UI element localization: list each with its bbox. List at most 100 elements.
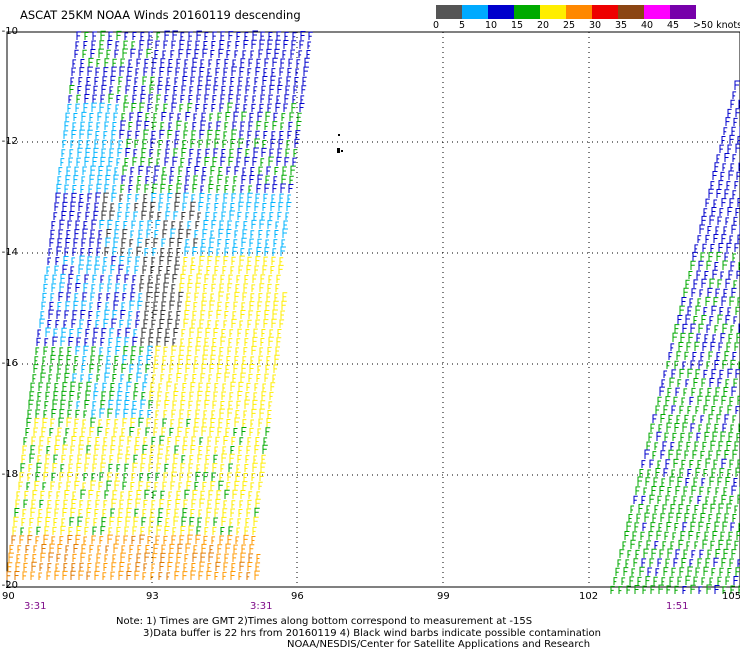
wind-barb [158, 140, 163, 148]
wind-barb [267, 103, 272, 112]
wind-barb [143, 194, 148, 202]
wind-barb [270, 266, 275, 274]
wind-barb [103, 131, 108, 139]
wind-barb [721, 198, 727, 207]
wind-barb [174, 264, 180, 274]
wind-barb [213, 85, 219, 94]
wind-barb [88, 57, 94, 67]
wind-barb [208, 122, 213, 130]
wind-barb [37, 517, 43, 526]
wind-barb [110, 139, 116, 148]
wind-barb [143, 256, 148, 265]
wind-barb [733, 216, 738, 225]
wind-barb [276, 31, 282, 40]
wind-barb [128, 490, 133, 499]
wind-barb [68, 95, 73, 103]
wind-barb [118, 76, 123, 85]
wind-barb [710, 540, 715, 549]
wind-barb [71, 67, 76, 76]
wind-barb [156, 158, 161, 166]
wind-barb [186, 355, 192, 364]
wind-barb [208, 59, 213, 67]
wind-barb [178, 354, 184, 364]
wind-barb [165, 85, 171, 94]
wind-barb [108, 399, 114, 409]
wind-barb [21, 454, 26, 463]
wind-barb [225, 543, 231, 553]
wind-barb [229, 392, 234, 400]
wind-barb [232, 121, 237, 130]
wind-barb [157, 516, 163, 526]
wind-barb [287, 67, 292, 76]
wind-barb [671, 405, 677, 414]
wind-barb [127, 563, 132, 571]
wind-barb [153, 238, 159, 247]
wind-barb [286, 76, 292, 85]
wind-barb [260, 400, 266, 409]
wind-barb [172, 274, 178, 283]
wind-barb [248, 373, 253, 382]
lon-label: 105 [722, 591, 740, 602]
wind-barb [44, 401, 49, 409]
wind-barb [203, 283, 208, 292]
wind-barb [35, 347, 40, 355]
wind-barb [181, 329, 186, 337]
wind-barb [690, 521, 696, 531]
wind-barb [173, 211, 179, 220]
wind-barb [720, 531, 725, 540]
wind-barb [184, 59, 189, 67]
wind-barb [51, 536, 56, 544]
wind-barb [702, 342, 708, 351]
wind-barb [668, 352, 673, 360]
wind-barb [280, 183, 286, 193]
wind-barb [258, 230, 263, 238]
wind-barb [169, 427, 174, 436]
wind-barb [653, 576, 658, 585]
wind-barb [31, 436, 37, 445]
wind-barb [716, 188, 722, 198]
wind-barb [701, 378, 707, 387]
wind-barb [679, 305, 685, 315]
wind-barb [83, 410, 88, 418]
wind-barb [252, 526, 257, 535]
wind-barb [115, 473, 120, 481]
wind-barb [220, 336, 226, 346]
wind-barb [240, 490, 246, 499]
lon-label: 96 [291, 591, 304, 602]
wind-barb [722, 323, 728, 333]
wind-barb [223, 500, 228, 508]
wind-barb [79, 500, 84, 508]
wind-barb [166, 508, 171, 517]
wind-barb [85, 147, 91, 157]
wind-barb [107, 346, 112, 355]
wind-barb [92, 526, 97, 535]
wind-barb [268, 32, 273, 40]
wind-barb [665, 396, 671, 405]
wind-barb [236, 31, 241, 40]
wind-barb [246, 572, 251, 580]
wind-barb [258, 481, 263, 490]
wind-barb [251, 39, 257, 49]
wind-barb [76, 526, 82, 535]
wind-barb [111, 562, 117, 571]
wind-barb [48, 248, 53, 256]
wind-barb [262, 139, 267, 148]
wind-barb [271, 256, 276, 265]
wind-barb [139, 346, 144, 355]
wind-barb [679, 468, 685, 477]
wind-barb [232, 553, 238, 562]
wind-barb [16, 491, 21, 499]
wind-barb [282, 228, 288, 238]
wind-barb [224, 58, 229, 67]
wind-barb [171, 471, 177, 481]
wind-barb [661, 478, 666, 486]
wind-barb [276, 95, 281, 103]
wind-barb [712, 431, 718, 441]
wind-barb [95, 437, 100, 445]
wind-barb [659, 386, 665, 396]
wind-barb [681, 297, 687, 306]
wind-barb [79, 319, 84, 328]
wind-barb [175, 498, 181, 508]
wind-barb [80, 309, 86, 319]
wind-barb [718, 441, 724, 450]
